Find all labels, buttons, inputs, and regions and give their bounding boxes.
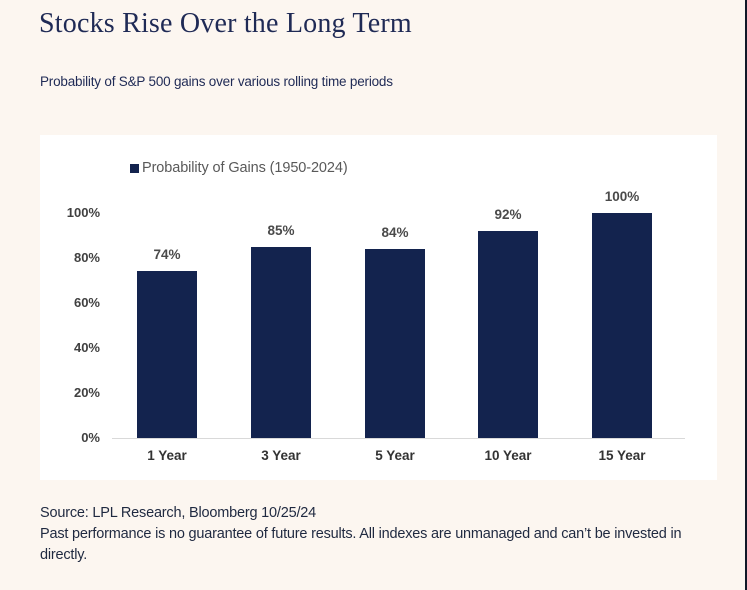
chart-legend: Probability of Gains (1950-2024) — [130, 160, 348, 176]
bar — [137, 271, 197, 438]
y-axis-tick-label: 40% — [73, 340, 100, 355]
bar-value-label: 74% — [153, 247, 181, 262]
bar — [592, 213, 652, 438]
x-axis-label: 3 Year — [261, 448, 301, 463]
screen-right-edge-line — [745, 0, 747, 590]
bar-value-label: 100% — [604, 189, 640, 204]
bar — [365, 249, 425, 438]
x-axis-label: 1 Year — [147, 448, 187, 463]
bar-chart-panel: Probability of Gains (1950-2024) 0% 20% 40… — [40, 135, 717, 480]
footer-text: Source: LPL Research, Bloomberg 10/25/24… — [40, 503, 716, 566]
x-axis-label: 15 Year — [598, 448, 646, 463]
y-axis-tick-label: 100% — [66, 205, 100, 220]
disclaimer-line: Past performance is no guarantee of futu… — [40, 526, 682, 563]
y-axis-tick-label: 60% — [73, 295, 100, 310]
y-axis-tick-label: 0% — [81, 430, 100, 445]
legend-label: Probability of Gains (1950-2024) — [142, 160, 348, 176]
legend-swatch-icon — [130, 164, 139, 173]
page-subtitle: Probability of S&P 500 gains over variou… — [40, 74, 393, 89]
page-title: Stocks Rise Over the Long Term — [39, 8, 412, 39]
bar-value-label: 85% — [267, 223, 295, 238]
y-axis-tick-label: 80% — [73, 250, 100, 265]
source-line: Source: LPL Research, Bloomberg 10/25/24 — [40, 505, 316, 521]
x-axis-label: 10 Year — [484, 448, 532, 463]
bar — [251, 247, 311, 438]
x-axis-baseline — [112, 438, 685, 439]
bar — [478, 231, 538, 438]
y-axis-tick-label: 20% — [73, 385, 100, 400]
bar-value-label: 92% — [494, 207, 522, 222]
x-axis-label: 5 Year — [375, 448, 415, 463]
bar-value-label: 84% — [381, 225, 409, 240]
